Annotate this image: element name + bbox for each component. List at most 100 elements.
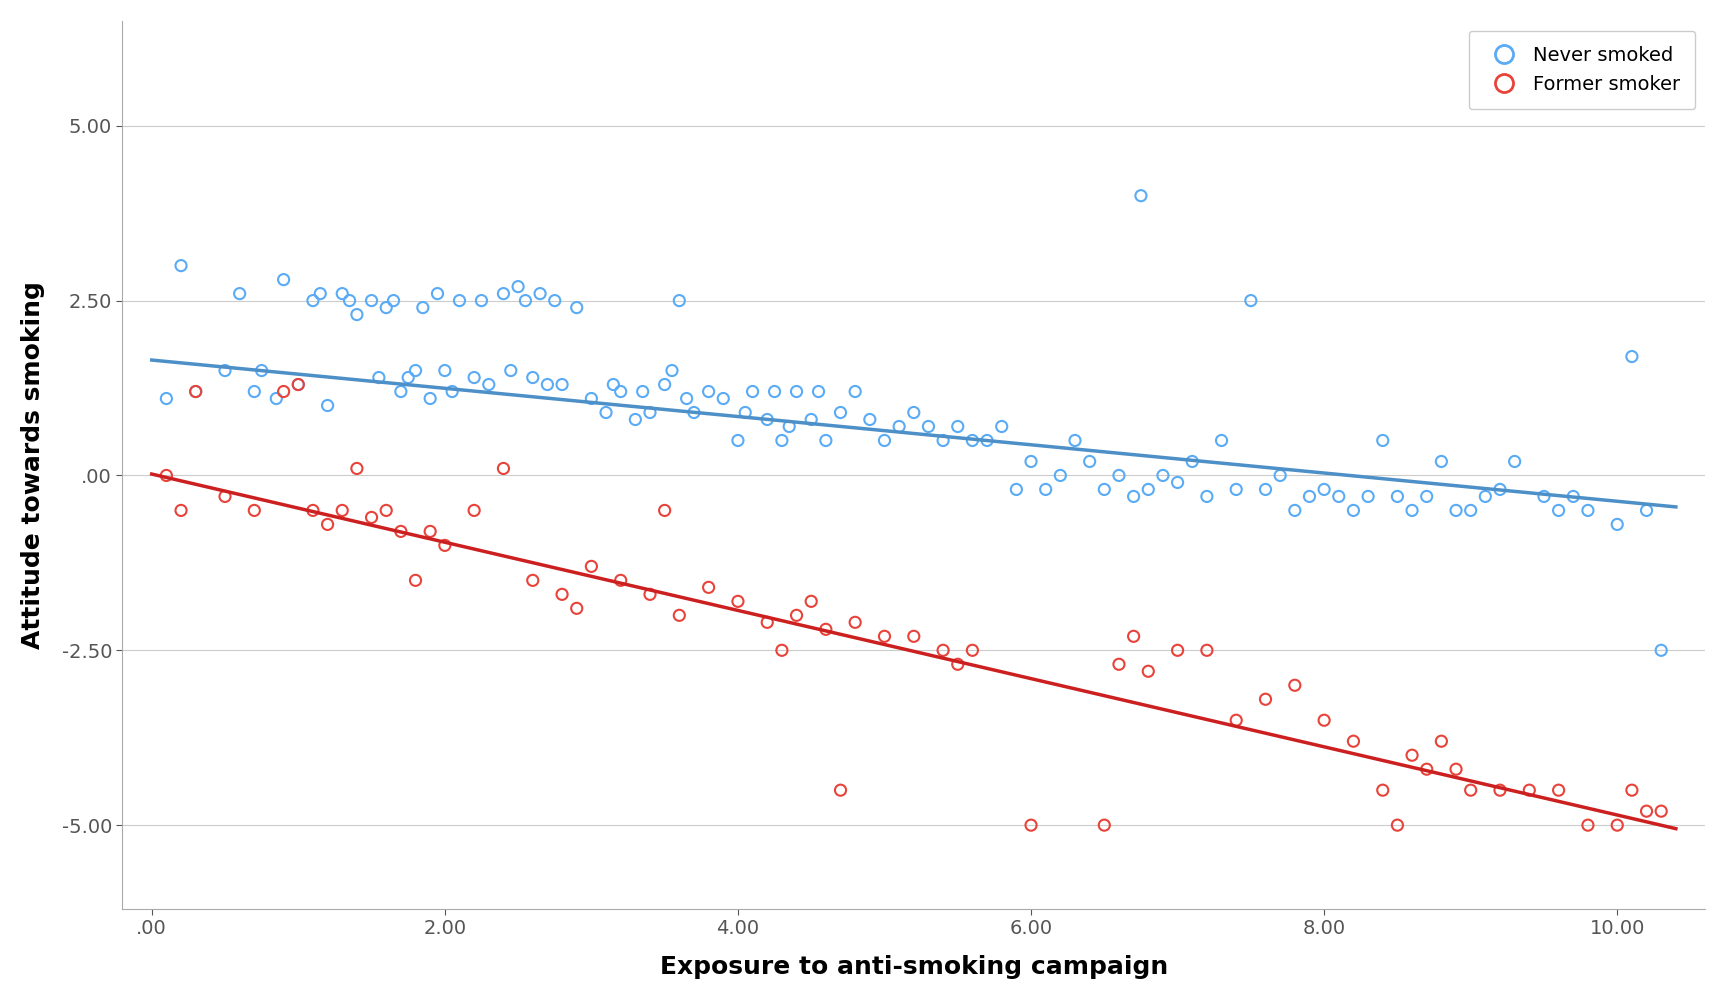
Point: [285, 377, 312, 393]
Point: [240, 502, 268, 518]
Point: [1427, 453, 1455, 469]
Point: [1633, 502, 1660, 518]
Point: [1560, 488, 1588, 504]
Point: [1267, 467, 1294, 483]
Point: [637, 586, 665, 602]
Point: [709, 391, 737, 407]
Point: [432, 537, 459, 553]
Point: [167, 502, 195, 518]
Point: [461, 370, 488, 386]
Point: [592, 405, 620, 421]
Point: [1427, 733, 1455, 749]
Point: [240, 384, 268, 400]
Point: [929, 432, 956, 448]
Point: [387, 384, 414, 400]
Point: [1457, 782, 1484, 798]
Point: [402, 363, 430, 379]
Point: [314, 398, 342, 414]
Point: [1105, 467, 1132, 483]
Point: [445, 293, 473, 309]
Point: [1120, 488, 1148, 504]
Point: [1061, 432, 1089, 448]
Point: [680, 405, 708, 421]
Point: [958, 432, 986, 448]
Point: [1414, 488, 1441, 504]
Point: [152, 467, 180, 483]
Point: [754, 411, 782, 427]
Point: [416, 523, 444, 539]
Point: [1486, 782, 1514, 798]
Point: [490, 286, 518, 302]
Point: [1647, 803, 1674, 819]
Point: [1545, 502, 1572, 518]
Point: [637, 405, 665, 421]
Point: [958, 642, 986, 658]
Point: [402, 572, 430, 588]
Point: [754, 614, 782, 630]
Point: [1574, 817, 1602, 833]
Point: [1531, 488, 1559, 504]
Point: [211, 363, 238, 379]
Point: [761, 384, 789, 400]
Point: [1163, 474, 1191, 490]
Y-axis label: Attitude towards smoking: Attitude towards smoking: [21, 281, 45, 649]
Point: [1017, 817, 1044, 833]
Point: [915, 418, 942, 434]
Point: [827, 782, 854, 798]
Point: [1603, 817, 1631, 833]
Point: [599, 377, 627, 393]
Point: [307, 286, 335, 302]
Point: [827, 405, 854, 421]
Point: [1398, 502, 1426, 518]
Point: [811, 621, 839, 637]
Point: [1179, 453, 1206, 469]
Point: [394, 370, 421, 386]
Point: [1222, 481, 1250, 497]
Point: [533, 377, 561, 393]
Point: [314, 516, 342, 532]
Point: [899, 405, 927, 421]
Point: [666, 607, 694, 623]
Point: [387, 523, 414, 539]
Point: [468, 293, 495, 309]
Point: [520, 572, 547, 588]
Point: [870, 432, 898, 448]
Point: [1369, 432, 1396, 448]
Point: [526, 286, 554, 302]
Point: [416, 391, 444, 407]
Point: [211, 488, 238, 504]
Point: [1120, 628, 1148, 644]
Point: [1515, 782, 1543, 798]
Point: [1633, 803, 1660, 819]
Point: [1384, 817, 1412, 833]
Point: [380, 293, 407, 309]
Point: [1296, 488, 1324, 504]
Point: [725, 432, 753, 448]
Point: [768, 642, 796, 658]
Point: [1032, 481, 1060, 497]
Point: [1326, 488, 1353, 504]
Point: [578, 558, 606, 574]
Point: [1003, 481, 1030, 497]
Point: [1339, 733, 1367, 749]
Point: [475, 377, 502, 393]
Point: [578, 391, 606, 407]
Point: [181, 384, 209, 400]
Point: [299, 293, 326, 309]
Point: [511, 293, 539, 309]
Point: [1443, 761, 1471, 777]
Point: [885, 418, 913, 434]
Point: [1251, 481, 1279, 497]
Point: [438, 384, 466, 400]
Point: [249, 363, 276, 379]
Point: [732, 405, 759, 421]
Point: [1398, 747, 1426, 763]
Point: [696, 384, 723, 400]
Point: [328, 502, 356, 518]
Point: [432, 363, 459, 379]
Point: [811, 432, 839, 448]
Point: [1443, 502, 1471, 518]
Point: [651, 502, 678, 518]
Point: [1127, 188, 1155, 204]
Point: [1222, 712, 1250, 728]
